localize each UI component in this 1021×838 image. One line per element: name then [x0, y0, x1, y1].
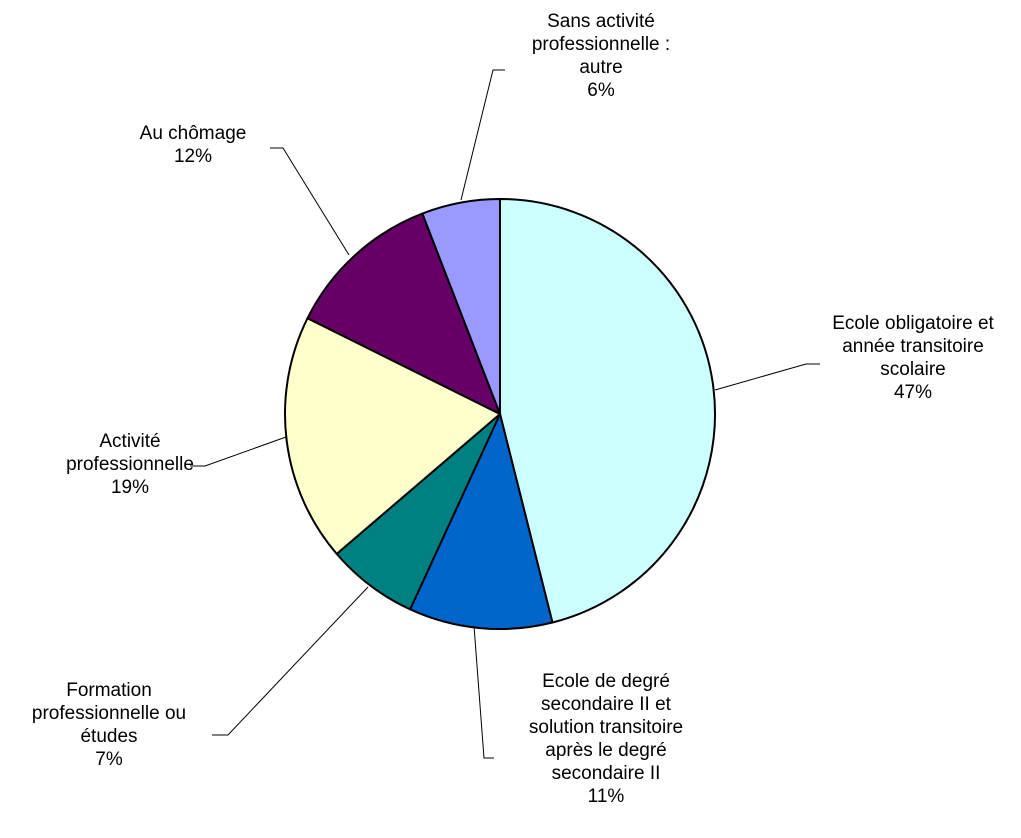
slice-percent: 7%	[95, 749, 123, 770]
leader-line	[190, 436, 287, 467]
slice-label-line: scolaire	[880, 359, 946, 380]
slice-label-line: Ecole obligatoire et	[832, 313, 994, 334]
pie-slice	[499, 198, 716, 624]
slice-label: Ecole obligatoire et année transitoire sco…	[832, 312, 994, 404]
slice-label-line: Ecole de degré	[542, 671, 670, 692]
slice-percent: 12%	[173, 146, 213, 167]
slice-percent: 19%	[110, 477, 150, 498]
slice-percent: 6%	[587, 80, 615, 101]
slice-label-line: secondaire II	[551, 763, 661, 784]
slice-label-line: études	[80, 726, 138, 747]
slice-label: Sans activité professionnelle : autre 6%	[532, 10, 670, 102]
slice-label-line: année transitoire	[842, 336, 984, 357]
pie-slice	[409, 413, 554, 630]
slice-label-line: autre	[579, 57, 623, 78]
slice-label-line: secondaire II et	[541, 694, 671, 715]
slice-label-line: professionnelle	[66, 454, 194, 475]
pie-slice	[306, 212, 501, 415]
slice-label-line: Formation	[66, 680, 152, 701]
slice-label: Ecole de degré secondaire II et solution t…	[529, 670, 683, 808]
slice-label-line: Activité	[99, 431, 161, 452]
leader-line	[714, 363, 820, 391]
leader-line	[473, 625, 494, 759]
slice-label: Formation professionnelle ou études 7%	[32, 679, 186, 771]
slice-percent: 11%	[587, 786, 625, 807]
leader-lines	[190, 69, 820, 759]
slice-label-line: solution transitoire	[528, 717, 684, 738]
leader-line	[212, 586, 369, 736]
slice-label: Activité professionnelle 19%	[66, 430, 194, 499]
slice-percent: 47%	[893, 382, 933, 403]
slice-label: Au chômage 12%	[140, 122, 247, 168]
pie-slices	[284, 198, 716, 630]
leader-line	[270, 147, 350, 256]
leader-line	[460, 69, 505, 201]
pie-slice	[421, 198, 501, 415]
pie-slice	[284, 317, 501, 555]
slice-label-line: professionnelle ou	[31, 703, 187, 724]
slice-label-line: professionnelle :	[531, 34, 671, 55]
slice-label-line: Au chômage	[139, 123, 247, 144]
slice-label-line: Sans activité	[547, 11, 655, 32]
slice-label-line: après le degré	[545, 740, 667, 761]
